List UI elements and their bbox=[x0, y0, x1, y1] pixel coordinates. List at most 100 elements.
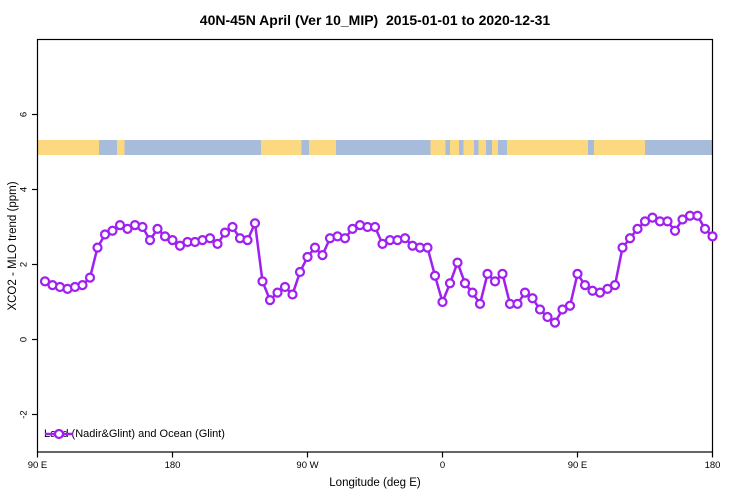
x-tick-label: 90 E bbox=[28, 460, 48, 471]
legend-label: Land (Nadir&Glint) and Ocean (Glint) bbox=[44, 428, 225, 440]
data-point-marker bbox=[122, 223, 133, 234]
data-point-marker bbox=[99, 229, 111, 240]
data-point-marker bbox=[242, 235, 253, 246]
data-point-marker bbox=[272, 287, 283, 298]
data-point-marker bbox=[662, 216, 673, 227]
data-point-marker bbox=[542, 311, 553, 323]
data-point-marker bbox=[617, 242, 628, 253]
data-point-marker bbox=[84, 272, 96, 283]
data-point-marker bbox=[452, 257, 463, 268]
data-point-marker bbox=[377, 238, 388, 249]
map-strip-land-segment bbox=[430, 140, 446, 155]
data-point-marker bbox=[534, 304, 546, 315]
map-strip-land-segment bbox=[37, 140, 99, 155]
data-point-marker bbox=[632, 223, 643, 234]
data-point-marker bbox=[467, 287, 478, 298]
data-point-marker bbox=[152, 223, 163, 234]
data-point-marker bbox=[204, 233, 216, 244]
y-tick-label: 2 bbox=[19, 262, 30, 267]
data-point-marker bbox=[347, 223, 358, 234]
data-point-marker bbox=[594, 287, 606, 298]
map-strip-land-segment bbox=[463, 140, 474, 155]
legend-marker-icon bbox=[45, 428, 73, 440]
map-strip-land-segment bbox=[478, 140, 486, 155]
data-point-marker bbox=[572, 268, 583, 279]
map-strip-land-segment bbox=[507, 140, 588, 155]
data-point-marker bbox=[639, 216, 651, 227]
x-tick-label: 90 E bbox=[568, 460, 588, 471]
data-point-marker bbox=[339, 233, 351, 244]
map-strip-land-segment bbox=[450, 140, 459, 155]
data-point-marker bbox=[459, 278, 471, 289]
data-point-marker bbox=[137, 221, 148, 233]
data-point-marker bbox=[279, 281, 291, 293]
data-point-marker bbox=[482, 268, 493, 279]
data-point-marker bbox=[474, 298, 486, 309]
y-axis-label: XCO2 - MLO trend (ppm) bbox=[7, 181, 19, 311]
page-title: 40N-45N April (Ver 10_MIP) 2015-01-01 to… bbox=[199, 12, 551, 28]
map-strip-land-segment bbox=[117, 140, 125, 155]
data-point-marker bbox=[317, 250, 328, 261]
data-point-marker bbox=[249, 218, 261, 229]
data-point-marker bbox=[512, 298, 523, 309]
data-point-marker bbox=[647, 212, 658, 223]
data-point-marker bbox=[92, 242, 103, 253]
data-point-marker bbox=[219, 227, 231, 238]
data-point-marker bbox=[227, 221, 238, 233]
data-point-marker bbox=[527, 293, 538, 304]
data-point-marker bbox=[549, 317, 561, 328]
data-point-marker bbox=[264, 295, 276, 306]
x-axis-label: Longitude (deg E) bbox=[329, 477, 421, 489]
data-point-marker bbox=[677, 214, 688, 225]
data-point-marker bbox=[174, 240, 186, 251]
map-strip-land-segment bbox=[261, 140, 302, 155]
data-point-marker bbox=[609, 280, 621, 291]
data-point-marker bbox=[692, 210, 703, 221]
data-point-marker bbox=[212, 238, 223, 249]
y-tick-label: 0 bbox=[19, 337, 30, 342]
x-tick-label: 180 bbox=[705, 460, 721, 471]
y-tick-label: 6 bbox=[19, 112, 30, 117]
map-strip-land-segment bbox=[492, 140, 498, 155]
data-point-marker bbox=[294, 266, 306, 278]
data-line bbox=[43, 214, 714, 324]
data-point-marker bbox=[579, 280, 591, 291]
map-strip-land-segment bbox=[309, 140, 336, 155]
data-point-marker bbox=[489, 276, 501, 287]
data-point-marker bbox=[39, 276, 51, 287]
plot-box bbox=[36, 38, 714, 453]
data-point-marker bbox=[557, 304, 568, 315]
x-tick-label: 90 W bbox=[296, 460, 318, 471]
data-point-marker bbox=[429, 270, 441, 281]
data-point-marker bbox=[399, 233, 411, 244]
y-tick-label: -2 bbox=[19, 410, 30, 418]
data-point-marker bbox=[287, 289, 298, 300]
data-point-marker bbox=[497, 268, 508, 279]
data-point-marker bbox=[422, 242, 433, 253]
data-point-marker bbox=[624, 233, 636, 244]
x-tick-label: 180 bbox=[165, 460, 181, 471]
data-point-marker bbox=[159, 231, 171, 242]
data-point-marker bbox=[257, 276, 268, 287]
data-point-marker bbox=[309, 242, 321, 253]
data-point-marker bbox=[107, 225, 118, 236]
map-strip-land-segment bbox=[594, 140, 645, 155]
data-point-marker bbox=[669, 225, 681, 236]
data-point-marker bbox=[602, 283, 613, 294]
data-point-marker bbox=[707, 231, 718, 242]
data-point-marker bbox=[114, 220, 126, 231]
data-point-marker bbox=[167, 235, 178, 246]
x-tick-label: 0 bbox=[440, 460, 445, 471]
data-point-marker bbox=[144, 235, 156, 246]
data-point-marker bbox=[302, 251, 313, 263]
data-point-marker bbox=[564, 300, 576, 311]
data-point-marker bbox=[437, 296, 448, 308]
y-tick-label: 4 bbox=[19, 187, 30, 192]
data-point-marker bbox=[519, 287, 531, 298]
data-point-marker bbox=[369, 221, 381, 233]
data-point-marker bbox=[699, 223, 711, 234]
data-point-marker bbox=[444, 278, 456, 289]
data-point-marker bbox=[77, 280, 88, 291]
